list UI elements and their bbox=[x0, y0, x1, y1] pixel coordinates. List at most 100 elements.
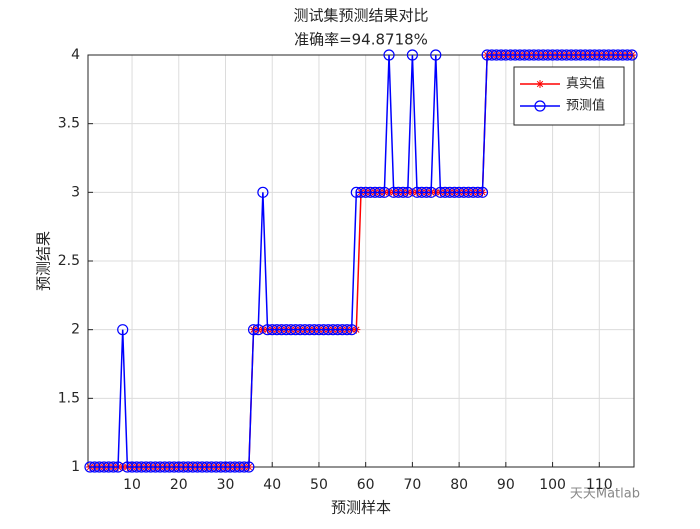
data-point bbox=[626, 49, 638, 61]
data-point bbox=[439, 186, 451, 198]
data-point bbox=[490, 49, 503, 61]
data-point bbox=[215, 461, 227, 473]
x-tick-label: 70 bbox=[403, 477, 421, 493]
data-point bbox=[528, 49, 540, 61]
data-point bbox=[383, 49, 395, 61]
data-point bbox=[589, 49, 601, 61]
y-tick-label: 4 bbox=[71, 47, 80, 63]
legend-marker bbox=[534, 100, 546, 112]
data-point bbox=[360, 186, 372, 198]
data-point bbox=[369, 186, 381, 198]
x-tick-label: 30 bbox=[217, 477, 235, 493]
data-point bbox=[135, 461, 147, 473]
data-point bbox=[182, 461, 194, 473]
data-point bbox=[103, 461, 115, 473]
data-point bbox=[173, 461, 185, 473]
data-point bbox=[89, 461, 101, 473]
data-point bbox=[476, 186, 489, 198]
data-point bbox=[556, 49, 568, 61]
data-point bbox=[210, 461, 222, 473]
data-point bbox=[145, 461, 157, 473]
data-point bbox=[350, 186, 362, 198]
axes-box bbox=[87, 54, 635, 468]
data-point bbox=[430, 49, 442, 61]
y-tick-label: 3 bbox=[71, 184, 80, 200]
data-point bbox=[458, 186, 470, 198]
data-point bbox=[532, 49, 545, 61]
data-point bbox=[453, 186, 465, 198]
data-point bbox=[514, 49, 526, 61]
y-tick-label: 1.5 bbox=[58, 390, 80, 406]
data-point bbox=[191, 461, 204, 473]
data-point bbox=[565, 49, 577, 61]
y-tick-label: 2 bbox=[71, 322, 80, 338]
data-point bbox=[299, 324, 311, 336]
data-point bbox=[313, 324, 325, 336]
data-point bbox=[617, 49, 629, 61]
data-point bbox=[462, 186, 475, 198]
data-point bbox=[575, 49, 587, 61]
legend-box bbox=[513, 66, 625, 126]
data-point bbox=[289, 324, 302, 336]
data-point bbox=[425, 186, 437, 198]
data-point bbox=[434, 186, 447, 198]
data-point bbox=[336, 324, 348, 336]
data-point bbox=[168, 461, 180, 473]
data-point bbox=[247, 324, 260, 336]
x-tick-label: 60 bbox=[357, 477, 375, 493]
data-point bbox=[579, 49, 591, 61]
data-point bbox=[252, 324, 264, 336]
data-point bbox=[392, 186, 404, 198]
data-point bbox=[93, 461, 105, 473]
data-point bbox=[607, 49, 619, 61]
data-point bbox=[201, 461, 213, 473]
legend-label: 预测值 bbox=[566, 98, 605, 114]
data-point bbox=[294, 324, 306, 336]
data-point bbox=[271, 324, 283, 336]
data-point bbox=[112, 461, 124, 473]
data-point bbox=[280, 324, 292, 336]
data-point bbox=[163, 461, 176, 473]
data-point bbox=[397, 186, 409, 198]
legend-marker bbox=[536, 80, 544, 88]
data-point bbox=[355, 186, 367, 198]
data-point bbox=[598, 49, 610, 61]
data-point bbox=[140, 461, 152, 473]
data-point bbox=[261, 324, 274, 336]
data-point bbox=[546, 49, 559, 61]
data-point bbox=[542, 49, 554, 61]
data-point bbox=[378, 186, 390, 198]
x-tick-label: 10 bbox=[123, 477, 141, 493]
data-point bbox=[318, 324, 330, 336]
data-point bbox=[233, 461, 246, 473]
chart-title: 测试集预测结果对比 bbox=[293, 7, 428, 25]
x-tick-label: 80 bbox=[450, 477, 468, 493]
data-point bbox=[570, 49, 582, 61]
data-point bbox=[374, 186, 386, 198]
data-point bbox=[177, 461, 190, 473]
y-tick-label: 1 bbox=[71, 459, 80, 475]
data-point bbox=[603, 49, 615, 61]
data-point bbox=[364, 186, 376, 198]
data-point bbox=[593, 49, 605, 61]
x-tick-label: 110 bbox=[586, 477, 613, 493]
data-point bbox=[285, 324, 297, 336]
data-point bbox=[467, 186, 479, 198]
data-point bbox=[504, 49, 517, 61]
legend-label: 真实值 bbox=[566, 76, 605, 92]
data-point bbox=[621, 49, 633, 61]
data-point bbox=[560, 49, 573, 61]
data-point bbox=[154, 461, 166, 473]
data-point bbox=[121, 461, 133, 473]
data-point bbox=[444, 186, 456, 198]
data-point bbox=[149, 461, 162, 473]
data-point bbox=[420, 186, 433, 198]
data-point bbox=[196, 461, 208, 473]
x-tick-label: 40 bbox=[263, 477, 281, 493]
data-point bbox=[219, 461, 232, 473]
data-point bbox=[117, 324, 129, 336]
data-point bbox=[275, 324, 288, 336]
data-point bbox=[229, 461, 241, 473]
